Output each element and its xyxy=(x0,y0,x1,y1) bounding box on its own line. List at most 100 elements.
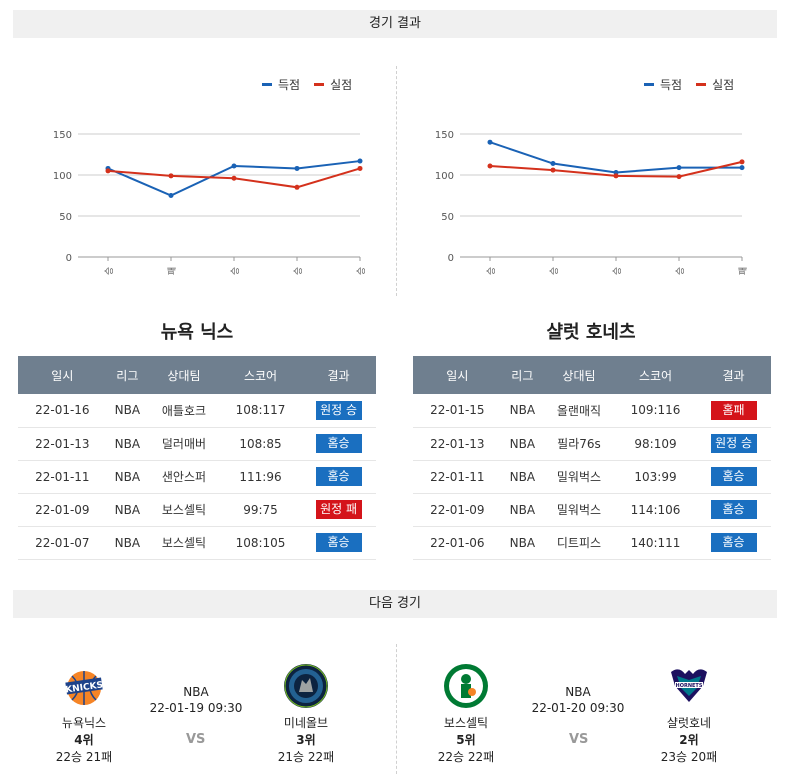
table-row: 22-01-11 NBA 밀워벅스 103:99 홈승 xyxy=(413,460,771,494)
column-header: 일시 xyxy=(18,356,107,394)
score-cell: 111:96 xyxy=(219,460,302,494)
result-cell: 원정 패 xyxy=(301,493,376,527)
legend-conceded-swatch xyxy=(314,83,325,86)
opponent-cell: 디트피스 xyxy=(543,526,615,560)
table-row: 22-01-07 NBA 보스셀틱 108:105 홈승 xyxy=(18,526,376,560)
league-cell: NBA xyxy=(501,460,544,494)
table-row: 22-01-13 NBA 덜러매버 108:85 홈승 xyxy=(18,427,376,461)
left-team-title: 뉴욕 닉스 xyxy=(160,322,234,343)
column-header: 상대팀 xyxy=(543,356,615,394)
league-cell: NBA xyxy=(501,427,544,461)
score-cell: 108:117 xyxy=(219,394,302,428)
left-team-line-chart: 0 50 100 150 승 패 승 승 승 xyxy=(53,130,367,275)
team-name: 보스셀틱 xyxy=(443,716,489,730)
y-tick-label: 50 xyxy=(441,212,454,223)
next-game-1-away-team[interactable]: 미네올브 3위 21승 22패 xyxy=(266,662,346,765)
left-scored-point xyxy=(294,165,300,171)
table-header-row: 일시 리그 상대팀 스코어 결과 xyxy=(413,356,771,394)
win-badge: 원정 승 xyxy=(315,400,362,420)
column-header: 스코어 xyxy=(219,356,302,394)
next-game-2-away-team[interactable]: HORNETS 샬럿호네 2위 23승 20패 xyxy=(649,662,729,765)
column-header: 일시 xyxy=(413,356,502,394)
next-game-2-home-team[interactable]: 보스셀틱 5위 22승 22패 xyxy=(426,662,506,765)
left-conceded-point xyxy=(231,175,237,181)
score-cell: 140:111 xyxy=(614,526,697,560)
opponent-cell: 밀워벅스 xyxy=(543,460,615,494)
right-conceded-point xyxy=(613,173,619,179)
legend-conceded-swatch xyxy=(696,83,707,86)
celtics-logo-icon xyxy=(442,662,490,710)
opponent-cell: 애틀호크 xyxy=(148,394,220,428)
right-team-title: 샬럿 호네츠 xyxy=(546,322,636,343)
score-cell: 114:106 xyxy=(614,493,697,527)
next-game-1-home-team[interactable]: KNICKS 뉴욕닉스 4위 22승 21패 xyxy=(44,662,124,765)
table-row: 22-01-09 NBA 밀워벅스 114:106 홈승 xyxy=(413,493,771,527)
team-record: 21승 22패 xyxy=(277,750,335,764)
team-record: 22승 21패 xyxy=(55,750,113,764)
y-tick-label: 100 xyxy=(435,171,454,182)
date-cell: 22-01-11 xyxy=(413,460,502,494)
score-cell: 108:85 xyxy=(219,427,302,461)
knicks-logo-icon: KNICKS xyxy=(60,662,108,710)
date-cell: 22-01-11 xyxy=(18,460,107,494)
loss-badge: 원정 패 xyxy=(315,500,362,519)
league-cell: NBA xyxy=(106,427,149,461)
left-scored-point xyxy=(168,193,174,198)
team-name: 샬럿호네 xyxy=(666,716,712,730)
x-tick-label: 승 xyxy=(486,267,497,275)
column-header: 리그 xyxy=(106,356,149,394)
date-cell: 22-01-09 xyxy=(18,493,107,527)
date-cell: 22-01-06 xyxy=(413,526,502,560)
right-conceded-point xyxy=(487,163,493,169)
result-cell: 원정 승 xyxy=(696,427,771,461)
date-cell: 22-01-09 xyxy=(413,493,502,527)
right-conceded-point xyxy=(739,159,745,165)
league-cell: NBA xyxy=(106,394,149,428)
opponent-cell: 올랜매직 xyxy=(543,394,615,428)
x-tick-label: 승 xyxy=(549,267,560,275)
result-cell: 홈승 xyxy=(696,526,771,560)
opponent-cell: 필라76s xyxy=(543,427,615,461)
timberwolves-logo-icon xyxy=(282,662,330,710)
left-scored-point xyxy=(357,158,363,164)
opponent-cell: 보스셀틱 xyxy=(148,526,220,560)
team-record: 23승 20패 xyxy=(660,750,718,764)
result-cell: 홈승 xyxy=(696,460,771,494)
league: NBA xyxy=(565,685,591,699)
vs-label: VS xyxy=(186,732,206,747)
legend-scored: 득점 xyxy=(262,76,300,93)
legend-scored-label: 득점 xyxy=(278,78,301,92)
opponent-cell: 덜러매버 xyxy=(148,427,220,461)
right-scored-point xyxy=(550,161,556,167)
result-cell: 홈승 xyxy=(301,460,376,494)
opponent-cell: 밀워벅스 xyxy=(543,493,615,527)
next-games-divider xyxy=(396,644,397,774)
win-badge: 원정 승 xyxy=(710,434,757,453)
x-tick-label: 승 xyxy=(612,267,623,275)
y-tick-label: 0 xyxy=(448,253,454,264)
y-tick-label: 150 xyxy=(53,130,72,141)
svg-text:HORNETS: HORNETS xyxy=(676,683,703,689)
legend-scored-swatch xyxy=(262,83,272,86)
table-row: 22-01-15 NBA 올랜매직 109:116 홈패 xyxy=(413,394,771,428)
column-header: 스코어 xyxy=(614,356,697,394)
table-row: 22-01-11 NBA 샌안스퍼 111:96 홈승 xyxy=(18,460,376,494)
result-cell: 홈승 xyxy=(301,526,376,560)
date-cell: 22-01-13 xyxy=(413,427,502,461)
loss-badge: 홈패 xyxy=(710,400,757,420)
date-cell: 22-01-16 xyxy=(18,394,107,428)
team-rank: 5위 xyxy=(456,733,476,747)
left-chart-legend: 득점 실점 xyxy=(262,76,352,93)
x-tick-label: 승 xyxy=(104,267,115,275)
team-rank: 4위 xyxy=(74,733,94,747)
team-record: 22승 22패 xyxy=(437,750,495,764)
result-cell: 홈승 xyxy=(301,427,376,461)
column-header: 결과 xyxy=(301,356,376,394)
game-datetime: 22-01-19 09:30 xyxy=(149,701,243,715)
date-cell: 22-01-07 xyxy=(18,526,107,560)
column-header: 상대팀 xyxy=(148,356,220,394)
y-tick-label: 50 xyxy=(59,212,72,223)
vs-label: VS xyxy=(569,732,589,747)
league-cell: NBA xyxy=(501,394,544,428)
opponent-cell: 보스셀틱 xyxy=(148,493,220,527)
